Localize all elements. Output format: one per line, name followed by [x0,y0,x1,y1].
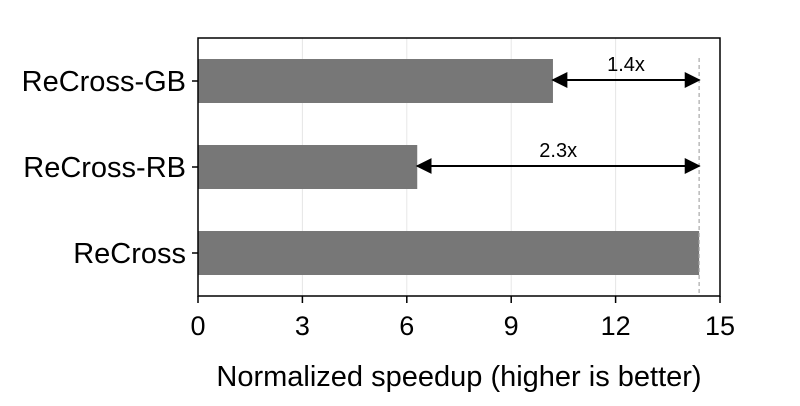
category-label: ReCross-RB [23,152,186,184]
x-tick-label: 6 [399,311,414,341]
x-tick-label: 9 [504,311,519,341]
speedup-label: 2.3x [539,140,577,162]
x-tick-label: 0 [190,311,205,341]
annotations: 1.4x 2.3x [415,54,701,174]
bar-recross-rb [198,145,418,189]
x-axis-label: Normalized speedup (higher is better) [216,361,701,393]
speedup-label: 1.4x [607,54,645,76]
category-label: ReCross-GB [22,66,186,98]
category-ticks: ReCross-GB ReCross-RB ReCross [22,66,198,270]
x-tick-label: 12 [601,311,631,341]
category-label: ReCross [73,238,186,270]
x-tick-label: 3 [295,311,310,341]
x-tick-label: 15 [705,311,735,341]
bars [198,59,700,275]
bar-recross-gb [198,59,553,103]
x-axis-ticks: 0 3 6 9 12 15 [190,296,735,341]
bar-recross [198,231,700,275]
